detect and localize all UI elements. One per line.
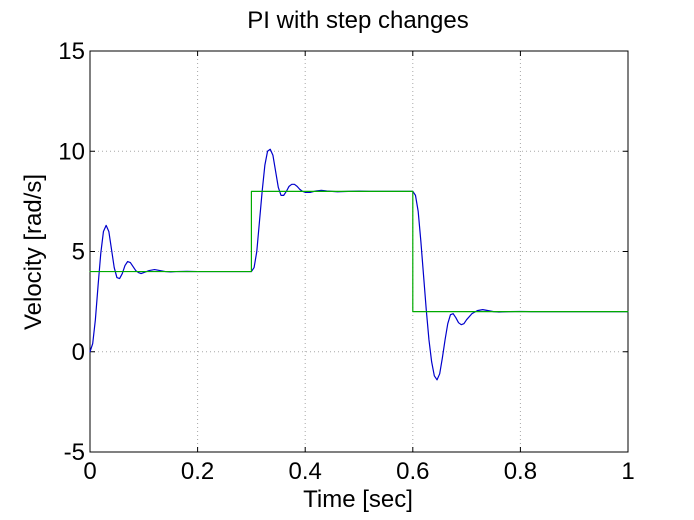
x-tick-label: 1	[621, 458, 634, 485]
chart-title: PI with step changes	[247, 7, 468, 34]
y-tick-label: -5	[64, 439, 85, 466]
y-tick-label: 10	[58, 138, 85, 165]
y-tick-label: 15	[58, 38, 85, 65]
y-axis-label: Velocity [rad/s]	[20, 174, 47, 330]
series-line-reference	[89, 190, 629, 313]
y-tick-label: 0	[72, 339, 85, 366]
y-tick-label: 5	[72, 239, 85, 266]
x-axis-label: Time [sec]	[303, 486, 413, 513]
x-tick-label: 0.6	[396, 458, 429, 485]
x-tick-label: 0.8	[504, 458, 537, 485]
x-tick-label: 0.4	[289, 458, 322, 485]
x-tick-label: 0	[83, 458, 96, 485]
x-tick-label: 0.2	[181, 458, 214, 485]
series-group	[89, 148, 629, 381]
